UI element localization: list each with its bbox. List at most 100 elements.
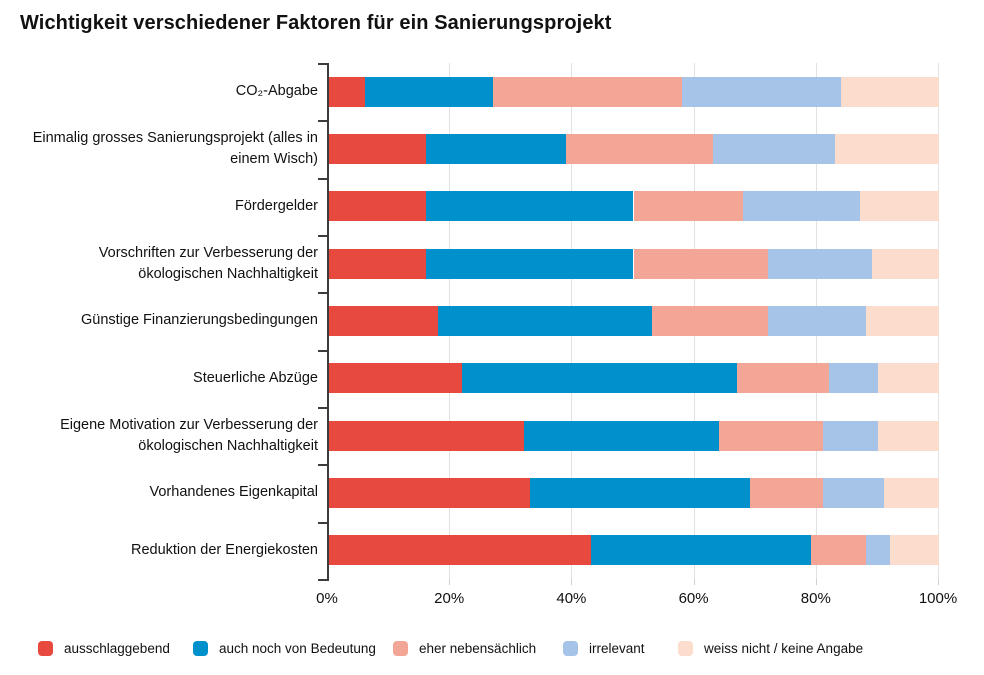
y-axis-tick [318, 579, 327, 581]
bar-segment-auch-noch-von-bedeutung [529, 478, 750, 508]
bar-segment-weiss-nicht-keine-angabe [884, 478, 939, 508]
y-axis-tick [318, 120, 327, 123]
bar-row [328, 191, 939, 222]
chart-title: Wichtigkeit verschiedener Faktoren für e… [20, 12, 612, 34]
category-label: Günstige Finanzierungsbedingungen [80, 312, 318, 329]
legend-swatch-icon [678, 640, 693, 656]
bar-segment-weiss-nicht-keine-angabe [877, 363, 939, 394]
category-label: Vorschriften zur Verbesserung der ökolog… [98, 244, 318, 282]
legend-item: weiss nicht / keine Angabe [678, 640, 863, 656]
bar-segment-auch-noch-von-bedeutung [425, 134, 567, 164]
bar-segment-irrelevant [682, 76, 842, 107]
bar-segment-irrelevant [822, 478, 884, 508]
bar-segment-irrelevant [822, 420, 878, 451]
bar-segment-weiss-nicht-keine-angabe [841, 76, 939, 107]
bar-row [328, 535, 939, 566]
x-tick-label: 60% [678, 590, 709, 607]
legend-item: eher nebensächlich [393, 640, 536, 656]
bar-segment-eher-nebens-chlich [633, 248, 768, 279]
legend-swatch-icon [393, 640, 408, 656]
legend-swatch-icon [38, 640, 53, 656]
legend-label: ausschlaggebend [64, 640, 170, 656]
legend-item: auch noch von Bedeutung [193, 640, 376, 656]
y-axis-tick [318, 521, 327, 524]
category-label: CO₂-Abgabe [235, 83, 318, 100]
bar-segment-weiss-nicht-keine-angabe [859, 191, 939, 222]
bar-segment-irrelevant [712, 134, 836, 164]
x-axis-tick [571, 579, 573, 585]
bar-segment-ausschlaggebend [328, 306, 438, 336]
legend-item: irrelevant [563, 640, 645, 656]
category-label: Steuerliche Abzüge [193, 369, 318, 386]
category-label: Reduktion der Energiekosten [130, 541, 318, 558]
x-tick-label: 0% [316, 590, 338, 607]
bar-segment-eher-nebens-chlich [566, 134, 713, 164]
x-tick-label: 80% [800, 590, 831, 607]
bar-segment-ausschlaggebend [328, 191, 426, 222]
legend-swatch-icon [563, 640, 578, 656]
bar-segment-eher-nebens-chlich [633, 191, 744, 222]
bar-segment-auch-noch-von-bedeutung [462, 363, 738, 394]
bar-segment-auch-noch-von-bedeutung [425, 191, 634, 222]
bar-segment-auch-noch-von-bedeutung [364, 76, 493, 107]
bar-segment-ausschlaggebend [328, 76, 365, 107]
x-tick-label: 20% [434, 590, 465, 607]
category-label: Einmalig grosses Sanierungsprojekt (alle… [32, 129, 318, 167]
legend-label: eher nebensächlich [419, 640, 537, 656]
bar-segment-weiss-nicht-keine-angabe [871, 248, 939, 279]
x-tick-label: 100% [918, 590, 958, 607]
y-axis-tick [318, 407, 327, 409]
x-axis-tick [815, 579, 817, 585]
x-tick-label: 40% [556, 590, 587, 607]
bar-segment-weiss-nicht-keine-angabe [890, 535, 939, 566]
bar-row [328, 306, 939, 336]
bar-row [328, 420, 939, 451]
bar-segment-eher-nebens-chlich [651, 306, 768, 336]
bar-segment-auch-noch-von-bedeutung [523, 420, 720, 451]
bar-row [328, 478, 939, 508]
bar-segment-eher-nebens-chlich [749, 478, 823, 508]
legend-label: auch noch von Bedeutung [219, 640, 376, 656]
bar-segment-ausschlaggebend [328, 248, 426, 279]
category-label: Eigene Motivation zur Verbesserung der ö… [60, 416, 318, 454]
y-axis-tick [318, 235, 327, 237]
bar-segment-eher-nebens-chlich [810, 535, 866, 566]
bar-segment-ausschlaggebend [328, 134, 426, 164]
bar-segment-irrelevant [767, 306, 866, 336]
bar-segment-irrelevant [743, 191, 860, 222]
legend-item: ausschlaggebend [38, 640, 170, 656]
bar-segment-ausschlaggebend [328, 420, 524, 451]
legend-label: irrelevant [589, 640, 645, 656]
y-axis-line [327, 63, 329, 581]
bar-segment-ausschlaggebend [328, 478, 530, 508]
bar-segment-auch-noch-von-bedeutung [425, 248, 634, 279]
legend-label: weiss nicht / keine Angabe [704, 640, 864, 656]
bar-segment-weiss-nicht-keine-angabe [835, 134, 939, 164]
bar-segment-auch-noch-von-bedeutung [590, 535, 811, 566]
y-axis-tick [318, 349, 327, 352]
bar-segment-auch-noch-von-bedeutung [437, 306, 652, 336]
bar-row [328, 76, 939, 107]
legend-swatch-icon [193, 640, 208, 656]
bar-row [328, 134, 939, 164]
bar-segment-eher-nebens-chlich [737, 363, 829, 394]
bar-row [328, 363, 939, 394]
bar-segment-eher-nebens-chlich [492, 76, 683, 107]
bar-segment-ausschlaggebend [328, 535, 591, 566]
bar-segment-weiss-nicht-keine-angabe [865, 306, 939, 336]
bar-segment-eher-nebens-chlich [719, 420, 823, 451]
x-axis-tick [938, 579, 939, 585]
category-label: Fördergelder [234, 197, 318, 214]
bar-segment-ausschlaggebend [328, 363, 463, 394]
bar-segment-irrelevant [767, 248, 872, 279]
bar-segment-irrelevant [865, 535, 891, 566]
x-axis-tick [449, 579, 451, 585]
y-axis-tick [318, 464, 327, 467]
y-axis-tick [318, 63, 327, 65]
y-axis-tick [318, 177, 327, 180]
bar-segment-irrelevant [829, 363, 878, 394]
bar-row [328, 248, 939, 279]
category-label: Vorhandenes Eigenkapital [149, 484, 319, 501]
